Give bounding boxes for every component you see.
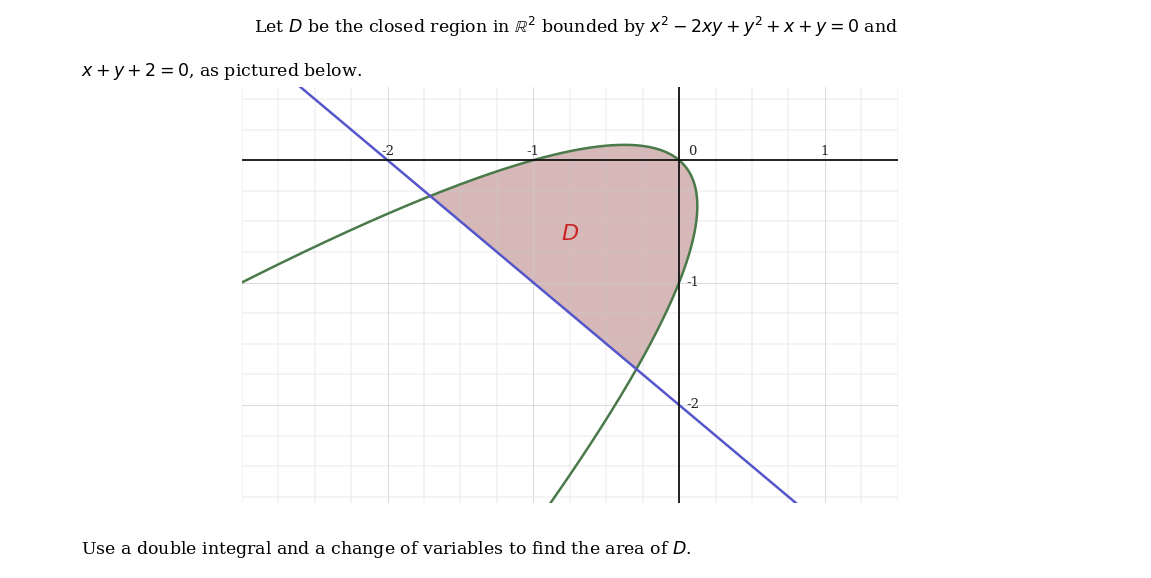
Text: -2: -2 [381, 145, 394, 158]
Text: Use a double integral and a change of variables to find the area of $D$.: Use a double integral and a change of va… [81, 539, 691, 560]
Text: 1: 1 [821, 145, 829, 158]
Text: -1: -1 [686, 276, 700, 289]
Text: 0: 0 [688, 145, 696, 158]
Text: $D$: $D$ [561, 223, 579, 244]
Polygon shape [430, 145, 698, 369]
Text: -1: -1 [527, 145, 540, 158]
Text: -2: -2 [686, 398, 700, 412]
Text: $x + y + 2 = 0$, as pictured below.: $x + y + 2 = 0$, as pictured below. [81, 61, 361, 81]
Text: Let $D$ be the closed region in $\mathbb{R}^2$ bounded by $x^2 - 2xy + y^2 + x +: Let $D$ be the closed region in $\mathbb… [253, 14, 898, 39]
